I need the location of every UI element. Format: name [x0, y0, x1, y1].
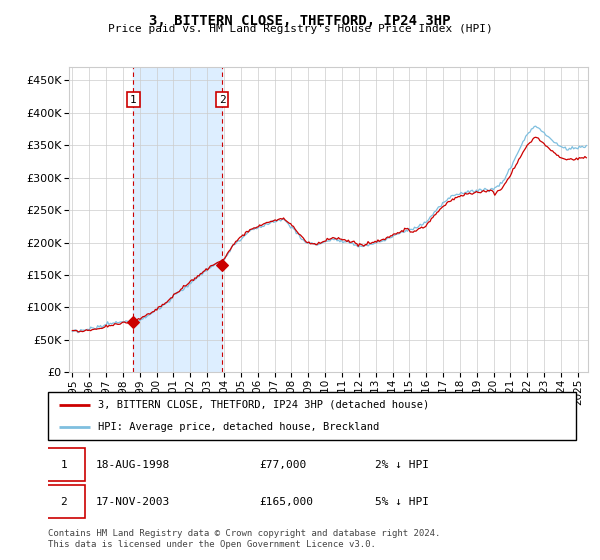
Text: Price paid vs. HM Land Registry's House Price Index (HPI): Price paid vs. HM Land Registry's House … — [107, 24, 493, 34]
FancyBboxPatch shape — [48, 392, 576, 440]
Text: 17-NOV-2003: 17-NOV-2003 — [95, 497, 170, 507]
Text: 2% ↓ HPI: 2% ↓ HPI — [376, 460, 430, 470]
FancyBboxPatch shape — [43, 485, 85, 518]
Text: £165,000: £165,000 — [259, 497, 313, 507]
Text: 3, BITTERN CLOSE, THETFORD, IP24 3HP (detached house): 3, BITTERN CLOSE, THETFORD, IP24 3HP (de… — [98, 400, 430, 410]
Text: 1: 1 — [130, 95, 137, 105]
Text: 5% ↓ HPI: 5% ↓ HPI — [376, 497, 430, 507]
Text: Contains HM Land Registry data © Crown copyright and database right 2024.
This d: Contains HM Land Registry data © Crown c… — [48, 529, 440, 549]
Point — [128, 318, 138, 327]
Bar — [133, 67, 222, 372]
Text: 2: 2 — [218, 95, 226, 105]
Text: 1: 1 — [61, 460, 67, 470]
Text: HPI: Average price, detached house, Breckland: HPI: Average price, detached house, Brec… — [98, 422, 379, 432]
Text: 3, BITTERN CLOSE, THETFORD, IP24 3HP: 3, BITTERN CLOSE, THETFORD, IP24 3HP — [149, 14, 451, 28]
Text: 18-AUG-1998: 18-AUG-1998 — [95, 460, 170, 470]
FancyBboxPatch shape — [43, 449, 85, 481]
Text: 2: 2 — [61, 497, 67, 507]
Text: £77,000: £77,000 — [259, 460, 307, 470]
Point — [217, 261, 227, 270]
